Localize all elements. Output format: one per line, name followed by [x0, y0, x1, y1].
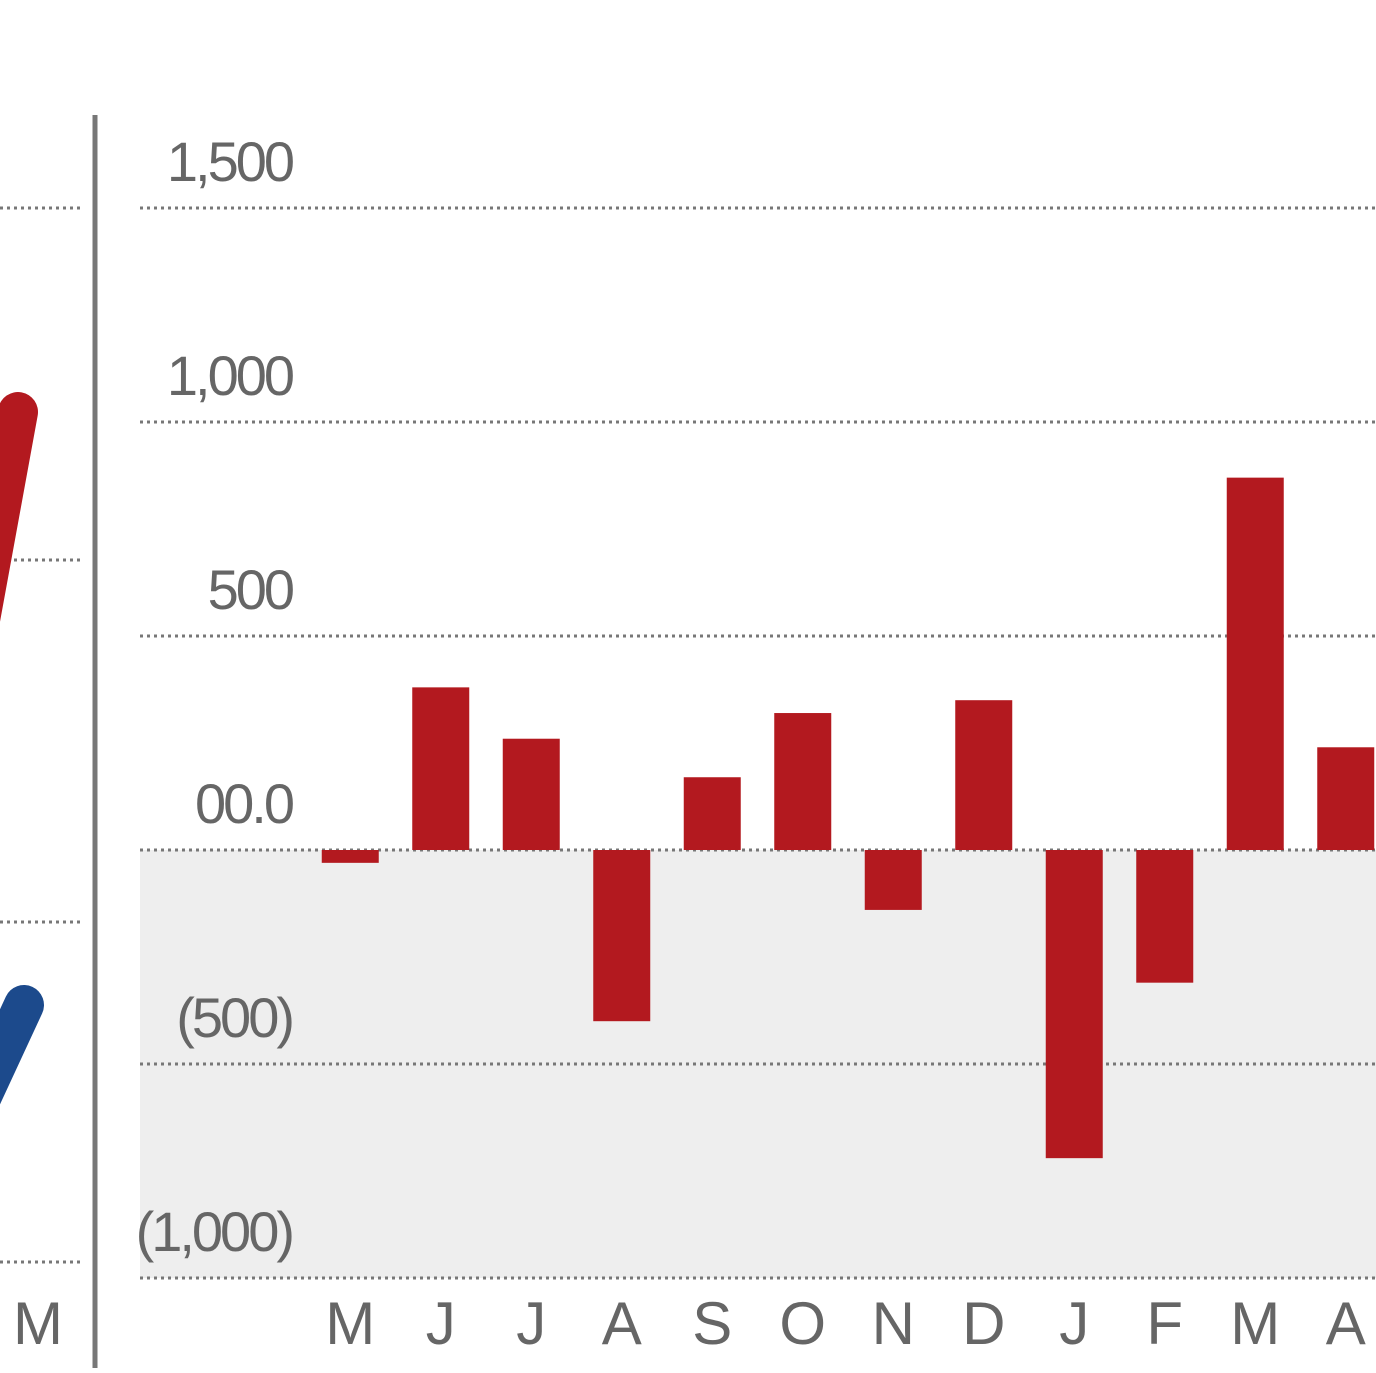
- bar: [955, 700, 1013, 850]
- y-tick-label: (500): [176, 986, 292, 1049]
- left-fragment: M: [0, 206, 80, 1357]
- bar: [864, 850, 922, 910]
- y-tick-label: 500: [208, 558, 293, 621]
- x-tick-label: A: [1326, 1290, 1366, 1357]
- fragment-label: M: [13, 1290, 63, 1357]
- bar: [1226, 477, 1284, 850]
- x-tick-label: M: [1230, 1290, 1280, 1357]
- x-tick-label: J: [426, 1290, 456, 1357]
- bar: [683, 777, 741, 850]
- bar: [502, 738, 560, 850]
- y-tick-label: 1,500: [167, 130, 293, 193]
- x-tick-label: F: [1146, 1290, 1183, 1357]
- x-tick-label: A: [602, 1290, 642, 1357]
- x-tick-label: O: [779, 1290, 826, 1357]
- bar: [412, 687, 470, 850]
- x-tick-label: J: [1059, 1290, 1089, 1357]
- bar: [774, 713, 832, 850]
- x-tick-label: M: [325, 1290, 375, 1357]
- y-tick-label: 00.0: [195, 772, 293, 835]
- fragment-line: [0, 985, 44, 1105]
- bar: [593, 850, 651, 1022]
- x-tick-label: J: [516, 1290, 546, 1357]
- fragment-line: [0, 392, 38, 622]
- y-tick-label: 1,000: [167, 344, 293, 407]
- bar: [321, 850, 379, 863]
- x-tick-label: S: [692, 1290, 732, 1357]
- bar: [1045, 850, 1103, 1159]
- bar: [1136, 850, 1194, 983]
- bar: [1317, 747, 1375, 850]
- x-tick-label: N: [872, 1290, 915, 1357]
- y-tick-label: (1,000): [136, 1200, 293, 1263]
- x-tick-label: D: [962, 1290, 1005, 1357]
